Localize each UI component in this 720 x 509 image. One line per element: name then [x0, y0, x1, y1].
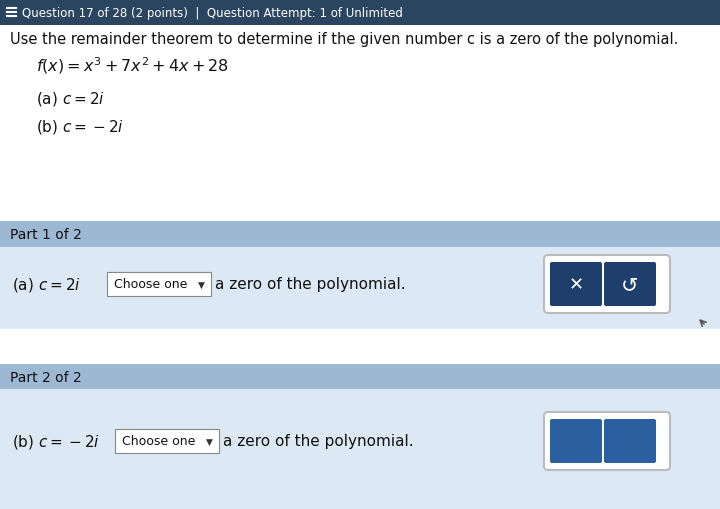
Text: (b) $c = -2i$: (b) $c = -2i$ — [36, 118, 124, 136]
Bar — [0, 247, 720, 329]
FancyBboxPatch shape — [544, 412, 670, 470]
FancyBboxPatch shape — [115, 429, 219, 453]
FancyBboxPatch shape — [550, 419, 602, 463]
FancyBboxPatch shape — [544, 256, 670, 314]
FancyBboxPatch shape — [604, 419, 656, 463]
Text: ↺: ↺ — [621, 274, 639, 294]
Text: ▼: ▼ — [198, 280, 205, 289]
Bar — [0, 389, 720, 509]
Text: a zero of the polynomial.: a zero of the polynomial. — [223, 434, 413, 448]
Text: $f(x) = x^3 + 7x^2 + 4x + 28$: $f(x) = x^3 + 7x^2 + 4x + 28$ — [36, 55, 229, 75]
Text: Use the remainder theorem to determine if the given number c is a zero of the po: Use the remainder theorem to determine i… — [10, 32, 678, 47]
Bar — [0, 0, 720, 26]
Bar — [0, 26, 720, 221]
Text: a zero of the polynomial.: a zero of the polynomial. — [215, 277, 405, 292]
Text: Question 17 of 28 (2 points)  |  Question Attempt: 1 of Unlimited: Question 17 of 28 (2 points) | Question … — [22, 7, 403, 19]
Bar — [0, 221, 720, 247]
Text: Part 2 of 2: Part 2 of 2 — [10, 370, 82, 384]
Text: (a) $c = 2i$: (a) $c = 2i$ — [12, 275, 81, 293]
FancyBboxPatch shape — [107, 272, 211, 296]
Bar — [0, 364, 720, 389]
Text: (b) $c = -2i$: (b) $c = -2i$ — [12, 432, 100, 450]
Text: ▼: ▼ — [206, 437, 213, 445]
Text: (a) $c = 2i$: (a) $c = 2i$ — [36, 90, 105, 108]
Text: Part 1 of 2: Part 1 of 2 — [10, 228, 82, 242]
Text: Choose one: Choose one — [114, 278, 187, 291]
FancyBboxPatch shape — [550, 263, 602, 306]
FancyBboxPatch shape — [604, 263, 656, 306]
Text: Choose one: Choose one — [122, 435, 195, 447]
Bar — [0, 329, 720, 364]
Text: ✕: ✕ — [568, 275, 584, 293]
